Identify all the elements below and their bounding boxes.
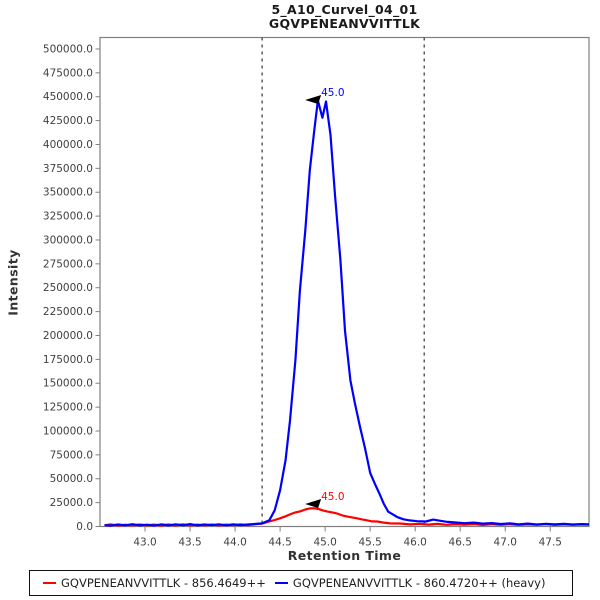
peak-rt-annotation: 45.0 [321, 491, 344, 503]
chart-title: 5_A10_Curvel_04_01 GQVPENEANVVITTLK [100, 3, 589, 31]
y-tick-label: 275000.0 [43, 258, 93, 270]
x-tick-label: 46.0 [403, 537, 426, 549]
y-tick-label: 400000.0 [43, 139, 93, 151]
y-tick-label: 0.0 [76, 521, 93, 533]
legend-label-light: GQVPENEANVVITTLK - 856.4649++ [61, 576, 266, 590]
chromatogram-trace [104, 99, 590, 527]
x-tick-label: 45.0 [313, 537, 336, 549]
plot-frame [99, 36, 590, 528]
x-axis-title: Retention Time [287, 548, 402, 563]
y-tick-label: 475000.0 [43, 67, 93, 79]
legend: GQVPENEANVVITTLK - 856.4649++ GQVPENEANV… [29, 570, 573, 596]
y-tick-label: 200000.0 [43, 330, 93, 342]
peak-rt-annotation: 45.0 [321, 87, 344, 99]
peak-arrow-icon [305, 94, 322, 104]
y-tick-label: 25000.0 [50, 497, 93, 509]
y-tick-label: 125000.0 [43, 402, 93, 414]
y-tick-label: 325000.0 [43, 211, 93, 223]
y-tick-label: 450000.0 [43, 91, 93, 103]
chart-title-replicate: 5_A10_Curvel_04_01 [271, 2, 418, 17]
y-tick-label: 175000.0 [43, 354, 93, 366]
y-tick-label: 350000.0 [43, 187, 93, 199]
legend-key-light [43, 582, 56, 584]
chart-title-peptide: GQVPENEANVVITTLK [268, 16, 421, 31]
y-tick-label: 375000.0 [43, 163, 93, 175]
x-tick-label: 47.5 [539, 537, 562, 549]
x-tick-label: 44.0 [223, 537, 246, 549]
x-tick-label: 47.0 [494, 537, 517, 549]
y-axis-title: Intensity [5, 249, 21, 316]
y-tick-label: 250000.0 [43, 282, 93, 294]
y-tick-label: 100000.0 [43, 425, 93, 437]
y-tick-label: 75000.0 [50, 449, 93, 461]
y-tick-label: 500000.0 [43, 43, 93, 55]
y-tick-label: 300000.0 [43, 234, 93, 246]
x-tick-label: 45.5 [358, 537, 381, 549]
chromatogram-trace [104, 507, 590, 527]
x-tick-label: 46.5 [449, 537, 472, 549]
x-tick-label: 44.5 [268, 537, 291, 549]
x-tick-label: 43.5 [178, 537, 201, 549]
y-tick-label: 150000.0 [43, 378, 93, 390]
x-tick-label: 43.0 [133, 537, 156, 549]
y-tick-label: 225000.0 [43, 306, 93, 318]
peak-arrow-icon [305, 498, 322, 508]
legend-label-heavy: GQVPENEANVVITTLK - 860.4720++ (heavy) [292, 576, 546, 590]
y-tick-label: 425000.0 [43, 115, 93, 127]
y-tick-label: 50000.0 [50, 473, 93, 485]
legend-key-heavy [274, 582, 288, 584]
